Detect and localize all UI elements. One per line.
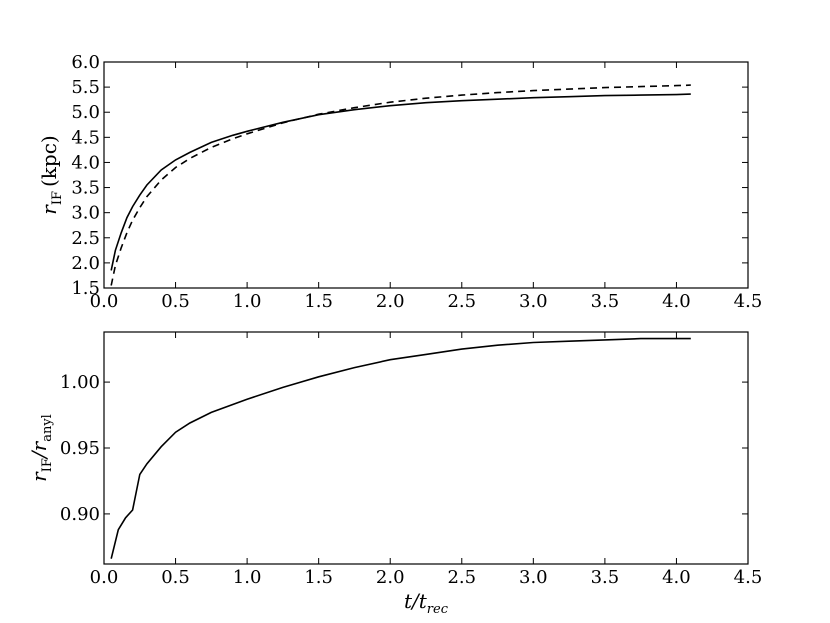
bottom-xtick-label: 4.5: [734, 567, 763, 588]
top-ytick-label: 6.0: [71, 52, 100, 73]
top-ytick-label: 5.0: [71, 102, 100, 123]
bottom-xtick-label: 1.0: [233, 567, 262, 588]
bottom-ylabel-main: r: [27, 471, 51, 482]
top-series: [110, 84, 691, 286]
bottom-ytick-label: 1.00: [60, 372, 100, 393]
top-ytick-label: 2.5: [71, 228, 100, 249]
bottom-ticks: 0.0 0.5 1.0 1.5 2.0 2.5 3.0 3.5 4.0 4.5 0.90 0.95 1.…: [60, 332, 762, 588]
top-ytick-label: 3.0: [71, 203, 100, 224]
bottom-xtick-label: 2.5: [447, 567, 476, 588]
top-ylabel: rIF (kpc): [37, 135, 65, 214]
top-panel: 0.0 0.5 1.0 1.5 2.0 2.5 3.0 3.5 4.0 4.5 1.5 2.0 2.5 3…: [37, 52, 762, 312]
bottom-xtick-label: 3.0: [519, 567, 548, 588]
top-xtick-label: 2.5: [447, 291, 476, 312]
bottom-xtick-label: 0.0: [90, 567, 119, 588]
top-ytick-label: 1.5: [71, 278, 100, 299]
bottom-ylabel-sub: IF: [40, 458, 55, 472]
top-ytick-label: 5.5: [71, 77, 100, 98]
bottom-xtick-label: 0.5: [161, 567, 190, 588]
top-ytick-label: 4.0: [71, 152, 100, 173]
top-ylabel-sub: IF: [50, 191, 65, 205]
bottom-series-solid-line: [110, 337, 691, 559]
top-ytick-label: 4.5: [71, 127, 100, 148]
top-ytick-label: 3.5: [71, 178, 100, 199]
top-xtick-label: 4.5: [734, 291, 763, 312]
bottom-xtick-label: 3.5: [591, 567, 620, 588]
top-plot-frame: [103, 61, 749, 289]
bottom-xtick-label: 2.0: [376, 567, 405, 588]
top-xtick-label: 0.0: [90, 291, 119, 312]
top-ylabel-unit: (kpc): [37, 135, 61, 187]
top-series-dashed-line: [110, 84, 691, 286]
bottom-ylabel-den: /r: [27, 440, 51, 460]
bottom-xlabel-main: t/t: [404, 589, 428, 613]
bottom-ytick-label: 0.95: [60, 438, 100, 459]
bottom-xtick-label: 1.5: [304, 567, 333, 588]
top-ticks: 0.0 0.5 1.0 1.5 2.0 2.5 3.0 3.5 4.0 4.5 1.5 2.0 2.5 3…: [71, 52, 762, 312]
bottom-xlabel-sub: rec: [427, 602, 449, 617]
bottom-ylabel-den-sub: anyl: [40, 414, 55, 442]
bottom-plot-frame: [103, 331, 749, 565]
bottom-ylabel: rIF/ranyl: [27, 414, 55, 482]
top-xtick-label: 3.0: [519, 291, 548, 312]
bottom-series: [110, 337, 691, 559]
bottom-xlabel: t/trec: [404, 589, 449, 617]
top-xtick-label: 2.0: [376, 291, 405, 312]
top-series-solid-line: [110, 93, 691, 271]
top-xtick-label: 3.5: [591, 291, 620, 312]
bottom-panel: 0.0 0.5 1.0 1.5 2.0 2.5 3.0 3.5 4.0 4.5 0.90 0.95 1.…: [27, 331, 762, 617]
top-ylabel-main: r: [37, 204, 61, 215]
bottom-ytick-label: 0.90: [60, 504, 100, 525]
top-xtick-label: 0.5: [161, 291, 190, 312]
top-xtick-label: 1.0: [233, 291, 262, 312]
top-xtick-label: 4.0: [662, 291, 691, 312]
top-ytick-label: 2.0: [71, 253, 100, 274]
top-xtick-label: 1.5: [304, 291, 333, 312]
bottom-xtick-label: 4.0: [662, 567, 691, 588]
